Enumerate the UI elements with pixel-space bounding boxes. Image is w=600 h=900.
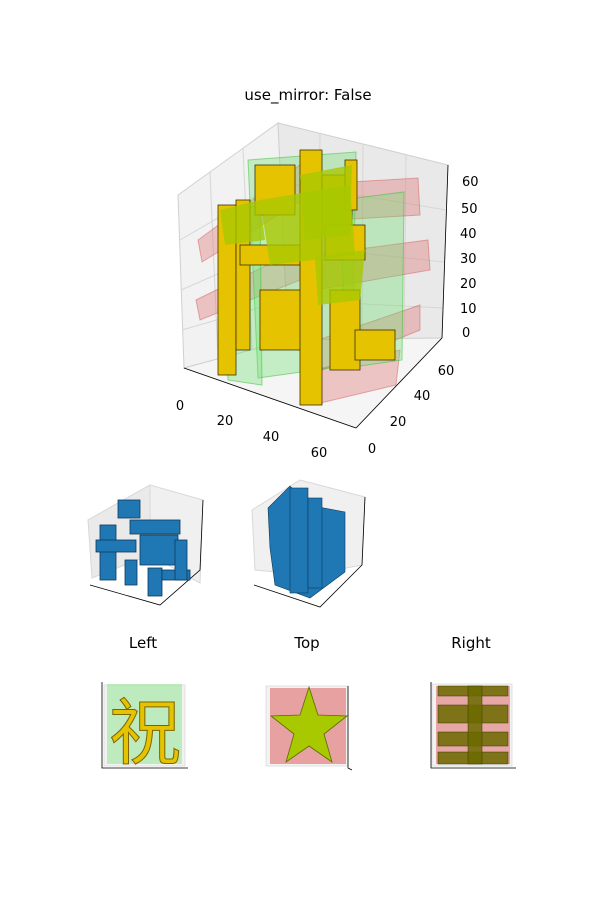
z-tick-label: 60 xyxy=(462,175,479,190)
y-tick-label: 20 xyxy=(390,415,407,430)
z-axis: 0 10 20 30 40 50 60 xyxy=(441,164,479,341)
main-chart-title: use_mirror: False xyxy=(244,86,372,104)
blue-star-view xyxy=(251,479,366,608)
main-3d-axes: 0 20 40 60 0 20 40 60 0 10 20 30 40 50 6… xyxy=(176,122,479,461)
x-tick-label: 0 xyxy=(176,399,184,414)
blue-glyph-view xyxy=(86,484,204,606)
x-tick-label: 40 xyxy=(263,430,280,445)
z-tick-label: 50 xyxy=(461,202,478,217)
x-tick-label: 20 xyxy=(217,414,234,429)
z-tick-label: 30 xyxy=(460,252,477,267)
top-view xyxy=(265,685,353,771)
blue-star-voxels xyxy=(267,485,346,599)
z-tick-label: 10 xyxy=(460,302,477,317)
left-projection xyxy=(107,684,182,764)
z-tick-label: 40 xyxy=(460,227,477,242)
right-voxels xyxy=(437,685,509,765)
blue-glyph-voxels xyxy=(95,499,191,597)
z-tick-label: 20 xyxy=(460,277,477,292)
voxel-top-highlights xyxy=(220,165,365,305)
z-tick-label: 0 xyxy=(462,326,470,341)
left-view: 祝 xyxy=(101,682,188,776)
right-view-title: Right xyxy=(451,634,491,652)
top-view-title: Top xyxy=(294,634,320,652)
left-view-title: Left xyxy=(128,634,158,652)
left-glyph: 祝 xyxy=(109,691,181,775)
top-star xyxy=(269,685,349,763)
x-axis: 0 20 40 60 xyxy=(176,367,357,461)
y-axis: 0 20 40 60 xyxy=(355,337,455,457)
y-tick-label: 60 xyxy=(438,364,455,379)
right-view xyxy=(430,682,516,769)
y-tick-label: 0 xyxy=(368,442,376,457)
x-tick-label: 60 xyxy=(311,446,328,461)
y-tick-label: 40 xyxy=(414,389,431,404)
